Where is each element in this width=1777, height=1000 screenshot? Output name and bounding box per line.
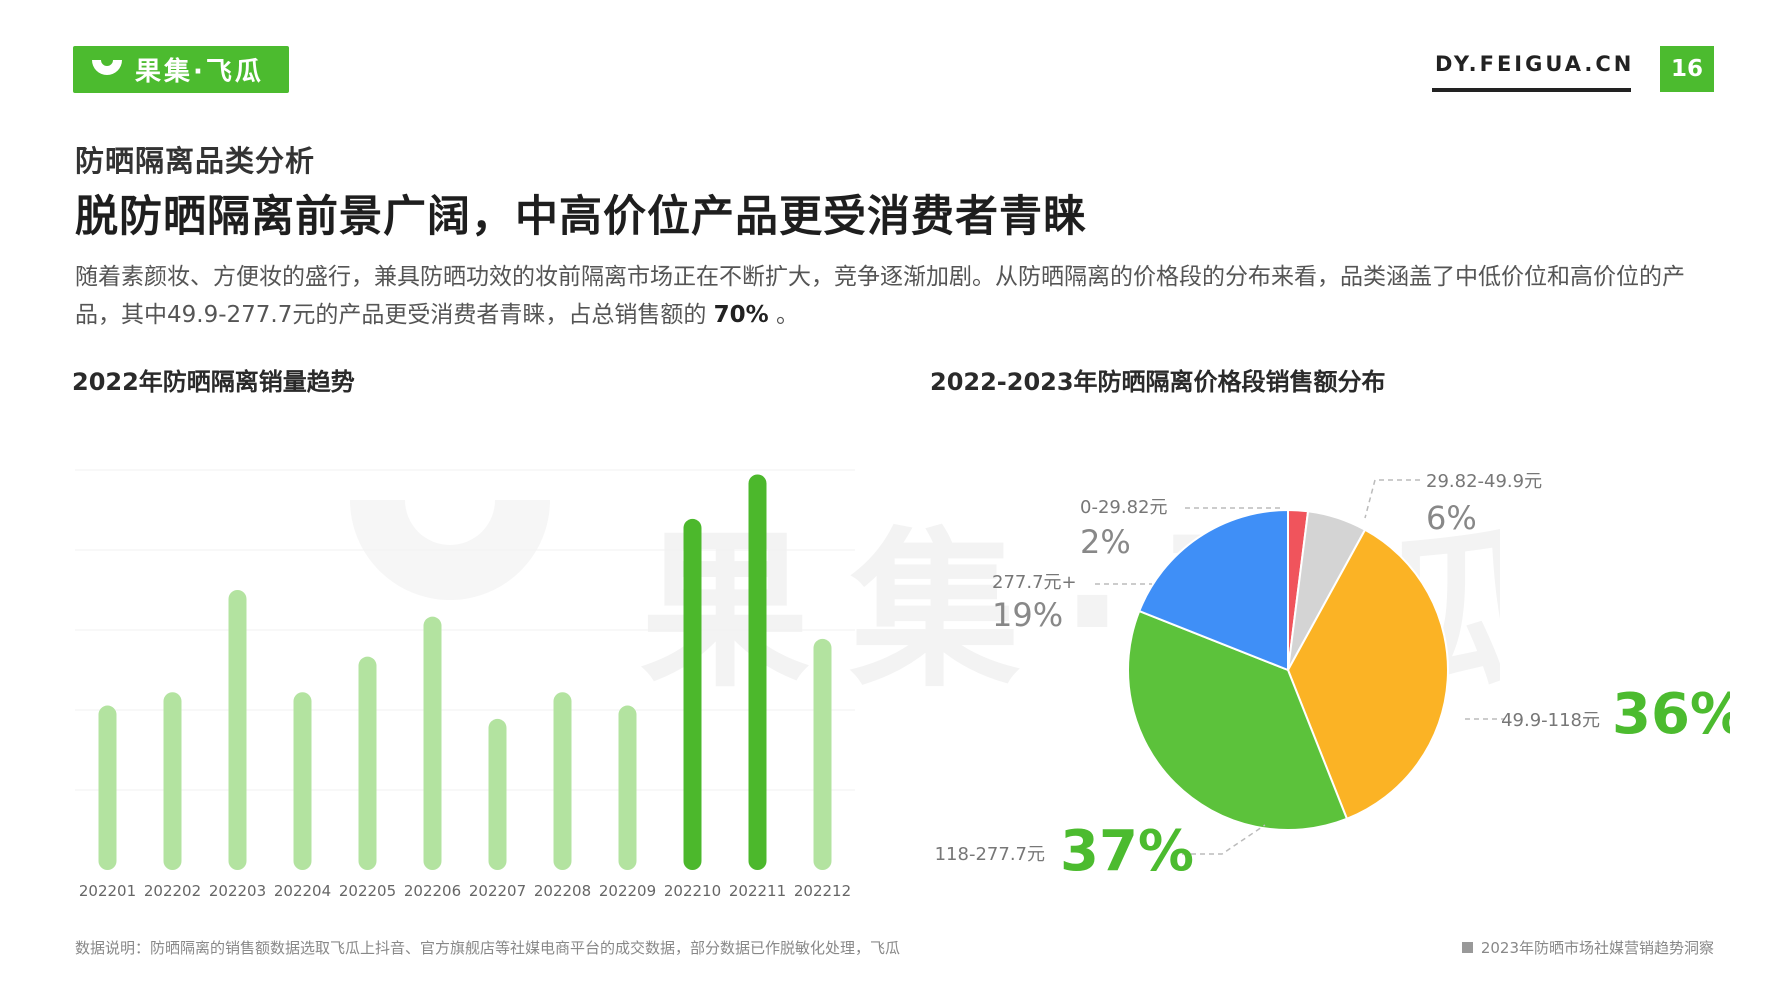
- x-tick-label: 202212: [794, 882, 851, 900]
- x-tick-label: 202205: [339, 882, 396, 900]
- bar: [163, 692, 182, 870]
- x-tick-label: 202204: [274, 882, 331, 900]
- slice-percent: 2%: [1080, 523, 1131, 561]
- slice-label: 49.9-118元: [1501, 710, 1600, 731]
- bar-chart: 202201 202202 202203 202204 202205 202206 2022…: [75, 469, 855, 900]
- slice-percent: 19%: [992, 596, 1063, 634]
- bar: [98, 705, 117, 870]
- x-tick-label: 202203: [209, 882, 266, 900]
- description: 随着素颜妆、方便妆的盛行，兼具防晒功效的妆前隔离市场正在不断扩大，竞争逐渐加剧。…: [75, 258, 1715, 334]
- bar-chart-title: 2022年防晒隔离销量趋势: [72, 368, 355, 396]
- bar: [553, 692, 572, 870]
- x-tick-label: 202202: [144, 882, 201, 900]
- description-end: 。: [768, 302, 800, 328]
- slice-label: 118-277.7元: [935, 844, 1045, 865]
- section-title: 防晒隔离品类分析: [75, 144, 316, 178]
- headline: 脱防晒隔离前景广阔，中高价位产品更受消费者青睐: [75, 192, 1087, 242]
- slice-label: 29.82-49.9元: [1426, 471, 1542, 492]
- pie-chart-title: 2022-2023年防晒隔离价格段销售额分布: [930, 368, 1386, 396]
- page-number: 16: [1660, 46, 1714, 92]
- bar: [488, 718, 507, 870]
- bar: [423, 616, 442, 870]
- pie-slice: [1137, 508, 1289, 672]
- x-tick-label: 202201: [79, 882, 136, 900]
- slice-percent: 36%: [1612, 682, 1730, 747]
- pie-chart: 0-29.82元 2% 29.82-49.9元 6% 49.9-118元 36% 118-2…: [935, 471, 1730, 880]
- site-link[interactable]: DY.FEIGUA.CN: [1432, 52, 1631, 92]
- bar: [228, 590, 247, 870]
- description-highlight: 70%: [713, 302, 769, 328]
- leader-line: [1364, 479, 1420, 519]
- slice-percent: 37%: [1060, 819, 1194, 880]
- x-tick-label: 202208: [534, 882, 591, 900]
- pie-slice: [1286, 528, 1449, 821]
- x-tick-label: 202209: [599, 882, 656, 900]
- x-tick-label: 202206: [404, 882, 461, 900]
- bar: [618, 705, 637, 870]
- leader-line: [1182, 824, 1266, 855]
- footer-report: 2023年防晒市场社媒营销趋势洞察: [1461, 937, 1714, 958]
- square-icon: [1461, 942, 1473, 953]
- bar: [358, 656, 377, 870]
- logo-text: 果集·飞瓜: [135, 57, 264, 87]
- brand-logo[interactable]: 果集·飞瓜: [73, 46, 289, 93]
- slice-label: 277.7元+: [992, 572, 1077, 593]
- bar: [748, 474, 767, 870]
- x-tick-label: 202207: [469, 882, 526, 900]
- bar: [813, 638, 832, 870]
- bar: [293, 692, 312, 870]
- slice-percent: 6%: [1426, 499, 1477, 537]
- x-tick-label: 202210: [664, 882, 721, 900]
- footer-report-text: 2023年防晒市场社媒营销趋势洞察: [1480, 939, 1714, 957]
- description-text: 随着素颜妆、方便妆的盛行，兼具防晒功效的妆前隔离市场正在不断扩大，竞争逐渐加剧。…: [75, 264, 1685, 328]
- slice-label: 0-29.82元: [1080, 497, 1167, 518]
- logo-icon: [92, 59, 122, 75]
- footer-note: 数据说明：防晒隔离的销售额数据选取飞瓜上抖音、官方旗舰店等社媒电商平台的成交数据…: [75, 939, 901, 957]
- pie-slice: [1127, 609, 1349, 831]
- bar: [683, 518, 702, 870]
- x-tick-label: 202211: [729, 882, 786, 900]
